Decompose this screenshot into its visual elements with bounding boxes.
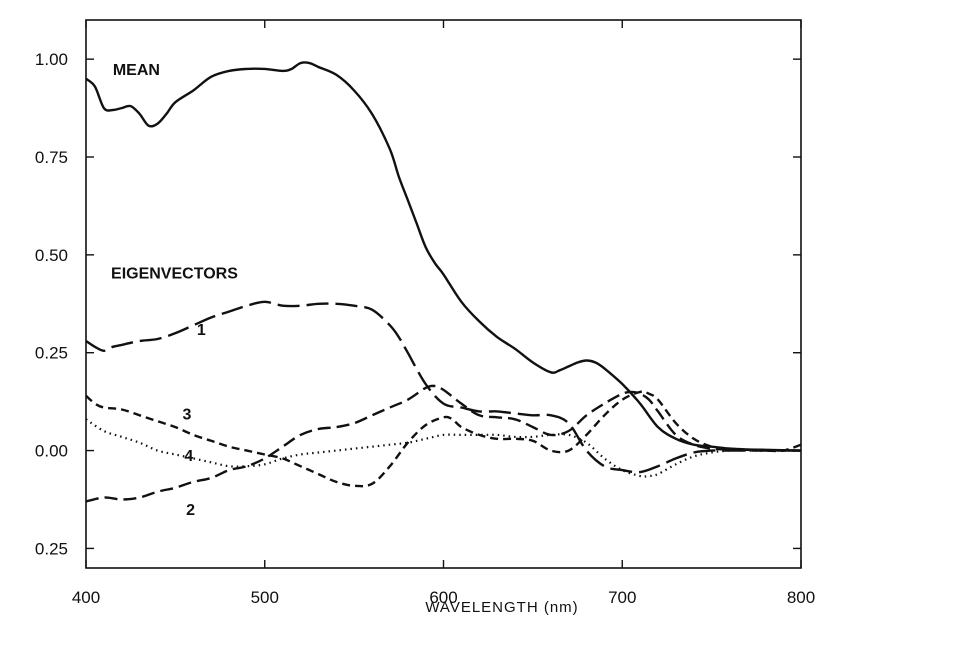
series-line-4 bbox=[85, 418, 801, 478]
x-tick-label: 800 bbox=[787, 588, 815, 607]
x-tick-label: 700 bbox=[608, 588, 636, 607]
x-tick-label: 600 bbox=[429, 588, 457, 607]
series-line-1 bbox=[85, 300, 801, 474]
annotation-label: 3 bbox=[183, 406, 192, 423]
annotation-label: 1 bbox=[197, 322, 206, 339]
y-tick-label: 0.25 bbox=[35, 539, 68, 558]
x-axis-title: WAVELENGTH (nm) bbox=[425, 599, 578, 616]
x-tick-label: 500 bbox=[251, 588, 279, 607]
annotation-label: 4 bbox=[184, 448, 193, 465]
axis-ticks: 400 500 600 700 800 1.00 0.75 0.50 0.25 0.00 0.25 bbox=[35, 20, 815, 607]
series-lines bbox=[85, 61, 802, 503]
annotation-label: MEAN bbox=[113, 62, 160, 79]
y-tick-label: 0.25 bbox=[35, 344, 68, 363]
y-tick-label: 0.50 bbox=[35, 246, 68, 265]
y-tick-label: 0.00 bbox=[35, 442, 68, 461]
y-tick-label: 0.75 bbox=[35, 148, 68, 167]
annotations: MEAN EIGENVECTORS 1 3 4 2 bbox=[111, 62, 238, 519]
annotation-label: 2 bbox=[186, 502, 195, 519]
annotation-label: EIGENVECTORS bbox=[111, 265, 238, 282]
y-tick-label: 1.00 bbox=[35, 50, 68, 69]
plot-frame bbox=[85, 19, 802, 569]
x-tick-label: 400 bbox=[72, 588, 100, 607]
series-line-3 bbox=[85, 390, 802, 488]
series-line-0 bbox=[85, 61, 802, 452]
series-line-2 bbox=[85, 384, 801, 503]
